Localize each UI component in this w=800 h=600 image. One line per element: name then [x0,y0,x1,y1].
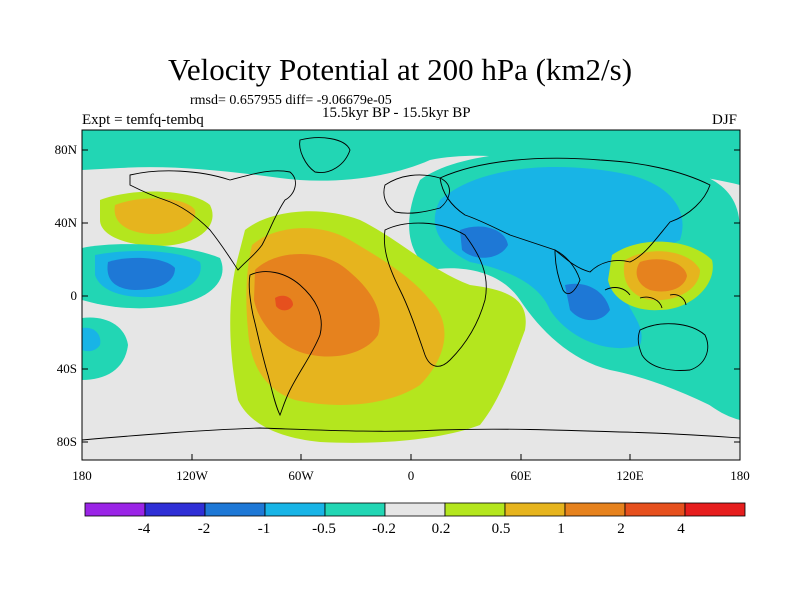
lat-label-80n: 80N [54,142,77,157]
colorbar-label: -4 [137,521,151,537]
axis-ticks [81,149,741,460]
colorbar-swatch [84,502,146,517]
negative-band-south-west-core [82,327,101,352]
colorbar-label: 2 [617,521,625,537]
lon-label-120w: 120W [176,468,208,483]
negative-core-2 [460,226,508,258]
negative-core-3 [565,283,610,321]
colorbar-swatch [384,502,446,517]
colorbar-swatch [444,502,506,517]
lat-label-40n: 40N [54,215,77,230]
lon-label-120e: 120E [616,468,644,483]
colorbar-swatch [684,502,746,517]
coast-maritime [604,287,687,309]
page-title: Velocity Potential at 200 hPa (km2/s) [167,52,633,87]
colorbar-swatch [264,502,326,517]
colorbar-label: -1 [257,521,271,537]
coast-australia [637,323,709,371]
coast-europe [383,174,450,214]
colorbar-swatch [564,502,626,517]
positive-wpacific-core [636,259,687,292]
negative-band-north [82,130,740,185]
colorbar-swatch [504,502,566,517]
coastlines [82,137,740,441]
colorbar-label: 0.5 [491,521,511,537]
colorbar-swatch [144,502,206,517]
colorbar-swatch [624,502,686,517]
colorbar-label: -0.5 [312,521,336,537]
lon-label-180w: 180 [72,468,92,483]
colorbar-label: -0.2 [372,521,396,537]
stats-line: rmsd= 0.657955 diff= -9.06679e-05 [190,93,392,108]
colorbar-label: 1 [557,521,565,537]
coast-india [554,249,581,294]
colorbar [84,502,746,517]
lat-label-80s: 80S [56,434,77,449]
colorbar-swatch [204,502,266,517]
lat-label-0: 0 [70,288,78,303]
coast-antarctica [82,427,740,441]
coast-africa [383,222,487,367]
coast-north-america [129,170,296,271]
lon-label-60e: 60E [510,468,532,483]
colorbar-label: 0.2 [431,521,451,537]
season-label: DJF [712,112,738,128]
negative-core-eurasia [434,167,683,349]
contour-field [82,130,740,460]
experiment-label: Expt = temfq-tembq [82,112,204,128]
negative-epacific-core [107,257,175,290]
coast-south-america [248,271,322,417]
lat-label-40s: 40S [56,361,77,376]
colorbar-swatch [324,502,386,517]
colorbar-label: 4 [677,521,685,537]
coast-asia [439,157,711,273]
coast-greenland [299,137,351,173]
negative-band-south-east [690,347,740,420]
lon-label-60w: 60W [288,468,314,483]
lon-label-180e: 180 [730,468,750,483]
period-label: 15.5kyr BP - 15.5kyr BP [322,105,471,121]
lon-label-0: 0 [407,468,415,483]
positive-npacific-core [114,198,196,235]
colorbar-label: -2 [197,521,211,537]
positive-atlantic-core [275,295,293,311]
